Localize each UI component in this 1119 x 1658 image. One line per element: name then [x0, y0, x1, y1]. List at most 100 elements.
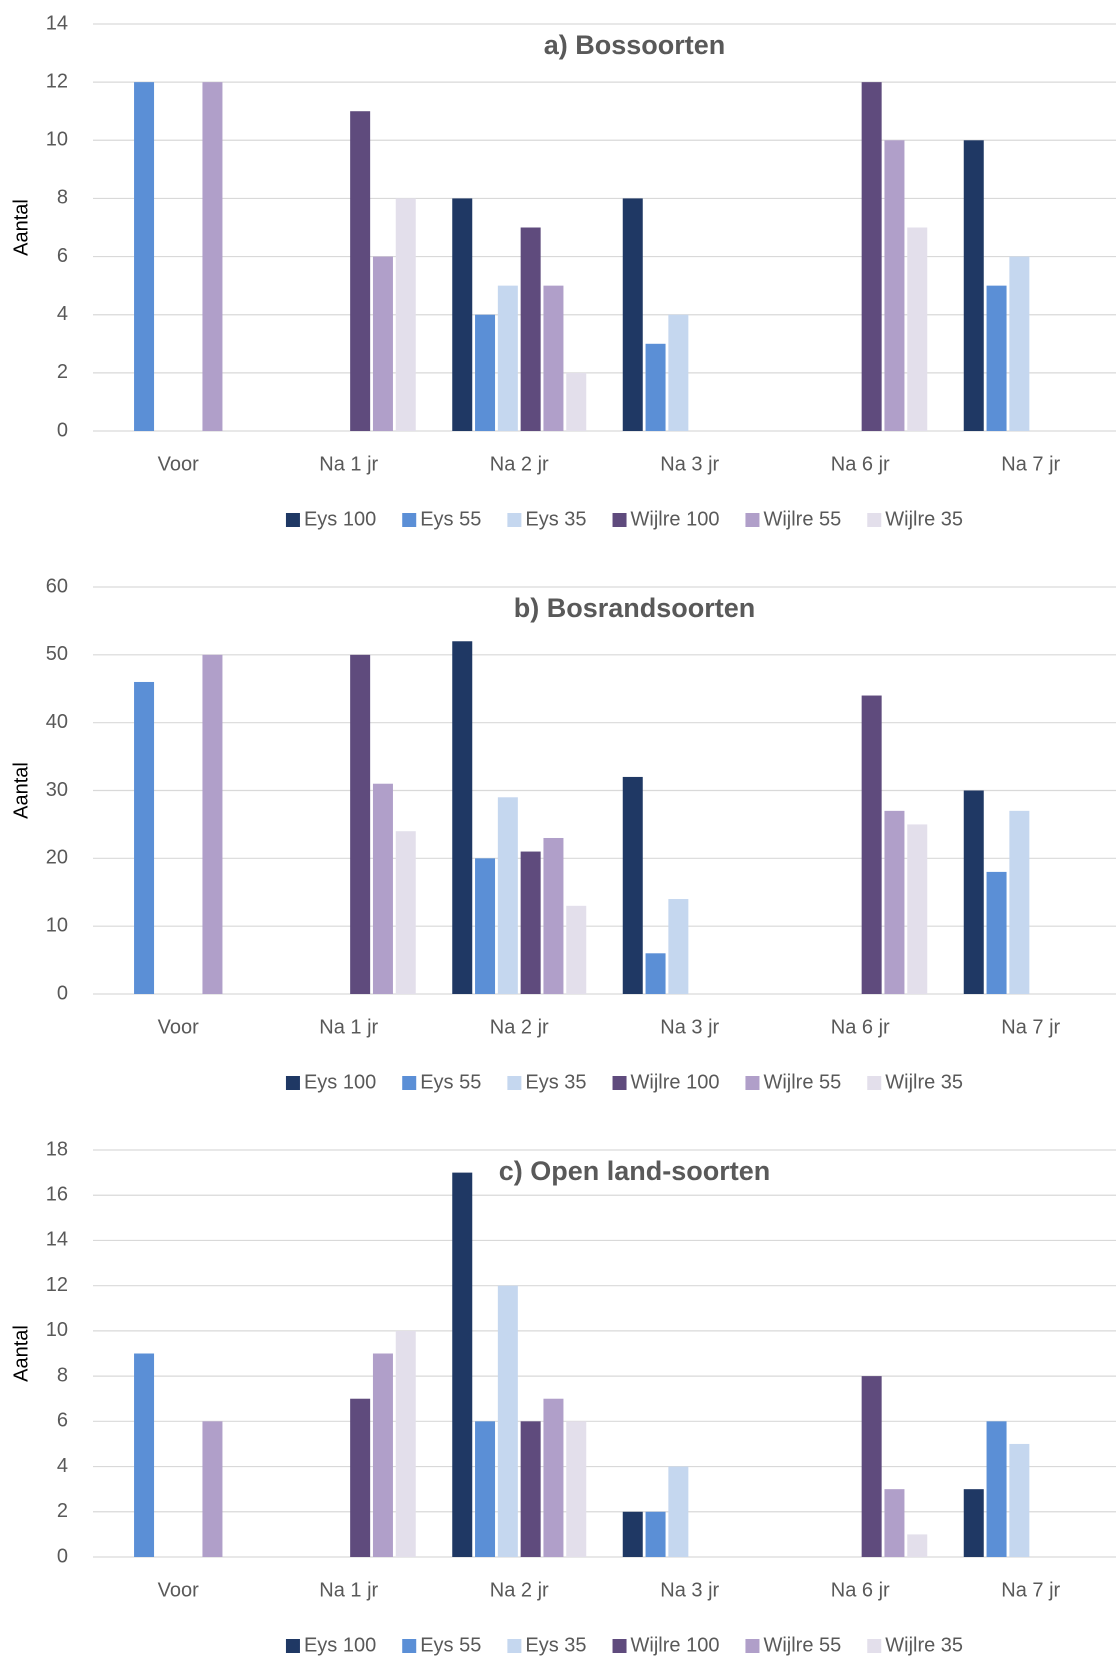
bar: [452, 641, 473, 994]
x-tick-label: Na 6 jr: [831, 453, 890, 475]
x-tick-label: Na 3 jr: [660, 453, 719, 475]
bar: [963, 1489, 984, 1557]
legend-label: Wijlre 100: [631, 508, 720, 530]
legend-label: Wijlre 100: [631, 1634, 720, 1656]
y-tick-label: 4: [57, 303, 68, 325]
y-tick-label: 0: [57, 419, 68, 441]
bar: [202, 1421, 223, 1557]
y-tick-label: 2: [57, 1500, 68, 1522]
legend-swatch: [507, 1639, 522, 1653]
y-tick-label: 16: [46, 1184, 68, 1206]
y-tick-label: 10: [46, 129, 68, 151]
y-tick-label: 6: [57, 245, 68, 267]
bar: [520, 227, 541, 431]
legend-label: Eys 55: [420, 1071, 481, 1093]
bar: [350, 654, 371, 994]
bar: [475, 314, 496, 431]
y-tick-label: 0: [57, 1545, 68, 1567]
bar: [372, 1353, 393, 1557]
x-tick-label: Na 1 jr: [319, 453, 378, 475]
bar: [475, 858, 496, 994]
bar: [668, 314, 689, 431]
bar: [884, 1489, 905, 1557]
legend-label: Wijlre 35: [885, 508, 963, 530]
bar: [668, 899, 689, 994]
x-tick-label: Na 1 jr: [319, 1579, 378, 1601]
y-tick-label: 12: [46, 1274, 68, 1296]
legend-label: Eys 35: [525, 1071, 586, 1093]
legend-label: Eys 35: [525, 508, 586, 530]
bar: [907, 227, 928, 431]
bar: [566, 905, 587, 994]
x-tick-label: Na 6 jr: [831, 1016, 890, 1038]
legend-swatch: [867, 1639, 882, 1653]
bar: [395, 198, 416, 431]
y-tick-label: 14: [46, 12, 68, 34]
legend-label: Eys 55: [420, 508, 481, 530]
bar: [645, 343, 666, 431]
bar: [622, 198, 643, 431]
bar: [497, 1285, 518, 1557]
bar: [622, 776, 643, 994]
bar: [543, 837, 564, 994]
bar: [452, 198, 473, 431]
bar: [372, 783, 393, 994]
x-tick-label: Na 2 jr: [490, 1016, 549, 1038]
bar: [372, 256, 393, 431]
y-tick-label: 4: [57, 1455, 68, 1477]
x-tick-label: Na 1 jr: [319, 1016, 378, 1038]
legend-swatch: [745, 1639, 760, 1653]
bar: [566, 372, 587, 431]
bar: [963, 790, 984, 994]
bar: [452, 1172, 473, 1557]
y-tick-label: 2: [57, 361, 68, 383]
legend-swatch: [285, 1076, 300, 1090]
x-tick-label: Na 3 jr: [660, 1016, 719, 1038]
chart-title: b) Bosrandsoorten: [514, 593, 756, 623]
bar: [395, 1330, 416, 1557]
y-axis-label: Aantal: [10, 199, 32, 256]
bar: [134, 1353, 155, 1557]
x-tick-label: Voor: [158, 1016, 199, 1038]
bar: [134, 681, 155, 994]
x-tick-label: Na 7 jr: [1001, 1579, 1060, 1601]
x-tick-label: Na 2 jr: [490, 453, 549, 475]
bar: [134, 82, 155, 432]
x-tick-label: Na 7 jr: [1001, 1016, 1060, 1038]
y-axis-label: Aantal: [10, 1325, 32, 1382]
bar: [202, 654, 223, 994]
bar: [986, 285, 1007, 431]
x-tick-label: Voor: [158, 453, 199, 475]
legend-swatch: [612, 1076, 627, 1090]
y-tick-label: 12: [46, 70, 68, 92]
legend-swatch: [612, 1639, 627, 1653]
bar: [963, 140, 984, 432]
bar: [520, 1421, 541, 1557]
y-tick-label: 0: [57, 982, 68, 1004]
legend-swatch: [285, 1639, 300, 1653]
bar: [543, 285, 564, 431]
legend-label: Wijlre 100: [631, 1071, 720, 1093]
legend-swatch: [507, 513, 522, 527]
x-tick-label: Na 3 jr: [660, 1579, 719, 1601]
legend-swatch: [867, 513, 882, 527]
chart-title: a) Bossoorten: [544, 30, 726, 60]
y-tick-label: 8: [57, 1364, 68, 1386]
bar: [350, 111, 371, 431]
bar: [1009, 810, 1030, 994]
bar: [1009, 1443, 1030, 1557]
y-tick-label: 60: [46, 575, 68, 597]
y-tick-label: 10: [46, 1319, 68, 1341]
bar: [884, 810, 905, 994]
x-tick-label: Na 2 jr: [490, 1579, 549, 1601]
bar: [497, 797, 518, 994]
bar: [986, 871, 1007, 994]
bar: [986, 1421, 1007, 1557]
bar: [543, 1398, 564, 1557]
bar: [645, 953, 666, 994]
legend-swatch: [402, 1076, 417, 1090]
bar: [884, 140, 905, 432]
legend-swatch: [745, 513, 760, 527]
bar: [475, 1421, 496, 1557]
